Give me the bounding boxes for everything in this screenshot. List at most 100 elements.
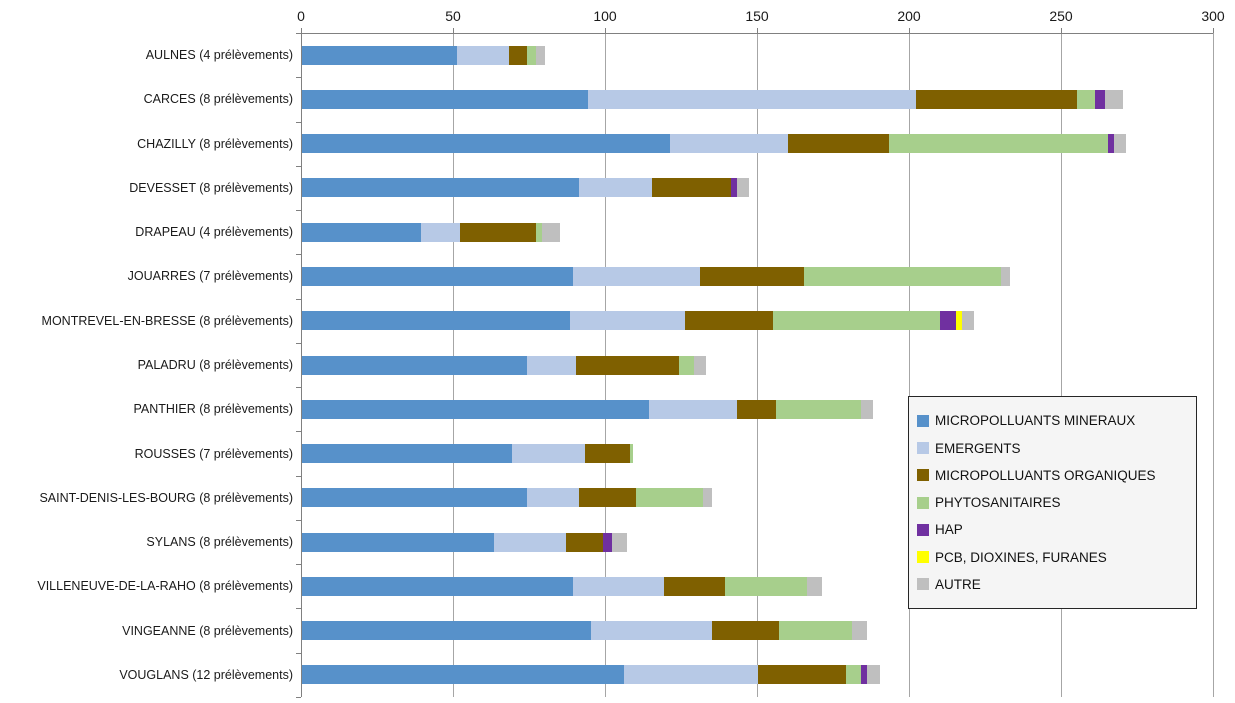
bar-row xyxy=(302,45,546,65)
bar-segment-autre xyxy=(1001,266,1011,286)
bar-segment-micropolluants-organiques xyxy=(460,222,537,242)
category-label: PANTHIER (8 prélèvements) xyxy=(133,402,293,417)
legend-label: EMERGENTS xyxy=(935,440,1021,456)
bar-segment-micropolluants-organiques xyxy=(508,45,527,65)
x-tick-mark-250 xyxy=(1061,28,1062,33)
x-tick-mark-100 xyxy=(605,28,606,33)
legend-label: PCB, DIOXINES, FURANES xyxy=(935,549,1107,565)
bar-segment-hap xyxy=(1107,134,1114,154)
y-tick-mark-0 xyxy=(296,33,301,34)
y-axis-line xyxy=(301,33,302,697)
legend-swatch-icon xyxy=(917,414,929,427)
bar-segment-autre xyxy=(736,178,749,198)
bar-segment-emergents xyxy=(526,355,576,375)
bar-segment-hap xyxy=(730,178,737,198)
bar-row xyxy=(302,134,1126,154)
bar-segment-autre xyxy=(703,488,713,508)
bar-segment-micropolluants-mineraux xyxy=(302,355,527,375)
y-tick-mark-11 xyxy=(296,519,301,521)
bar-row xyxy=(302,576,822,596)
x-tick-label-300: 300 xyxy=(1201,8,1225,24)
x-tick-mark-50 xyxy=(453,28,454,33)
bar-segment-micropolluants-organiques xyxy=(575,355,679,375)
legend-item: MICROPOLLUANTS MINERAUX xyxy=(917,413,1196,428)
legend-swatch-icon xyxy=(917,551,929,563)
legend-swatch-icon xyxy=(917,578,929,591)
y-tick-mark-6 xyxy=(296,298,301,300)
y-tick-mark-12 xyxy=(296,564,301,566)
bar-segment-emergents xyxy=(572,266,701,286)
category-label: ROUSSES (7 prélèvements) xyxy=(134,446,293,461)
bar-segment-micropolluants-mineraux xyxy=(302,576,573,596)
bar-segment-micropolluants-mineraux xyxy=(302,444,512,464)
bar-segment-emergents xyxy=(578,178,652,198)
x-tick-label-200: 200 xyxy=(897,8,921,24)
legend-item: PHYTOSANITAIRES xyxy=(917,495,1196,510)
legend-item: HAP xyxy=(917,522,1196,537)
bar-segment-hap xyxy=(861,665,868,685)
legend-item: MICROPOLLUANTS ORGANIQUES xyxy=(917,468,1196,483)
bar-segment-micropolluants-mineraux xyxy=(302,532,494,552)
x-tick-mark-150 xyxy=(757,28,758,33)
bar-segment-phytosanitaires xyxy=(526,45,537,65)
bar-segment-autre xyxy=(612,532,628,552)
bar-segment-hap xyxy=(602,532,613,552)
bar-segment-micropolluants-mineraux xyxy=(302,178,579,198)
x-tick-label-250: 250 xyxy=(1049,8,1073,24)
y-tick-mark-1 xyxy=(296,77,301,79)
bar-segment-micropolluants-organiques xyxy=(700,266,804,286)
bar-row xyxy=(302,532,628,552)
legend-label: HAP xyxy=(935,522,963,538)
legend-item: EMERGENTS xyxy=(917,441,1196,456)
y-tick-mark-4 xyxy=(296,210,301,212)
legend-swatch-icon xyxy=(917,469,929,482)
bar-segment-phytosanitaires xyxy=(846,665,862,685)
bar-segment-emergents xyxy=(587,89,917,109)
bar-segment-hap xyxy=(1095,89,1105,109)
bar-segment-micropolluants-organiques xyxy=(736,399,777,419)
category-label: CARCES (8 prélèvements) xyxy=(143,92,293,107)
bar-row xyxy=(302,266,1011,286)
plot-area xyxy=(301,33,1214,697)
bar-segment-micropolluants-organiques xyxy=(566,532,603,552)
x-tick-label-0: 0 xyxy=(297,8,305,24)
bar-row xyxy=(302,89,1123,109)
bar-segment-autre xyxy=(1104,89,1123,109)
bar-segment-micropolluants-mineraux xyxy=(302,134,670,154)
bar-segment-phytosanitaires xyxy=(630,444,634,464)
legend-label: MICROPOLLUANTS MINERAUX xyxy=(935,413,1136,429)
category-label: VILLENEUVE-DE-LA-RAHO (8 prélèvements) xyxy=(37,579,293,594)
bar-segment-micropolluants-mineraux xyxy=(302,45,458,65)
category-label: VOUGLANS (12 prélèvements) xyxy=(119,667,293,682)
y-tick-mark-14 xyxy=(296,652,301,654)
bar-segment-micropolluants-mineraux xyxy=(302,399,649,419)
y-tick-mark-15 xyxy=(296,697,301,698)
bar-segment-micropolluants-organiques xyxy=(757,665,847,685)
bar-segment-phytosanitaires xyxy=(724,576,807,596)
y-tick-mark-2 xyxy=(296,121,301,123)
bar-segment-autre xyxy=(961,311,974,331)
x-axis-line xyxy=(301,33,1213,34)
category-label: CHAZILLY (8 prélèvements) xyxy=(137,136,293,151)
bar-segment-phytosanitaires xyxy=(803,266,1002,286)
bar-segment-emergents xyxy=(590,621,713,641)
category-label: VINGEANNE (8 prélèvements) xyxy=(122,623,293,638)
category-label: JOUARRES (7 prélèvements) xyxy=(127,269,293,284)
bar-segment-emergents xyxy=(669,134,789,154)
bar-segment-micropolluants-mineraux xyxy=(302,222,421,242)
bar-segment-emergents xyxy=(648,399,737,419)
bar-segment-phytosanitaires xyxy=(636,488,704,508)
bar-segment-micropolluants-mineraux xyxy=(302,89,588,109)
bar-row xyxy=(302,488,713,508)
legend-swatch-icon xyxy=(917,523,929,536)
bar-segment-micropolluants-organiques xyxy=(712,621,780,641)
bar-segment-emergents xyxy=(569,311,686,331)
bar-segment-emergents xyxy=(493,532,567,552)
legend-item: AUTRE xyxy=(917,577,1196,592)
bar-segment-micropolluants-organiques xyxy=(685,311,774,331)
bar-row xyxy=(302,178,749,198)
bar-segment-autre xyxy=(861,399,874,419)
bar-row xyxy=(302,621,868,641)
bar-segment-micropolluants-mineraux xyxy=(302,488,527,508)
